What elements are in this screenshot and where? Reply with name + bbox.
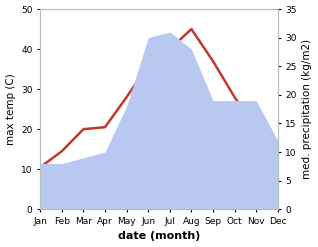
X-axis label: date (month): date (month) [118,231,200,242]
Y-axis label: max temp (C): max temp (C) [5,73,16,145]
Y-axis label: med. precipitation (kg/m2): med. precipitation (kg/m2) [302,39,313,179]
